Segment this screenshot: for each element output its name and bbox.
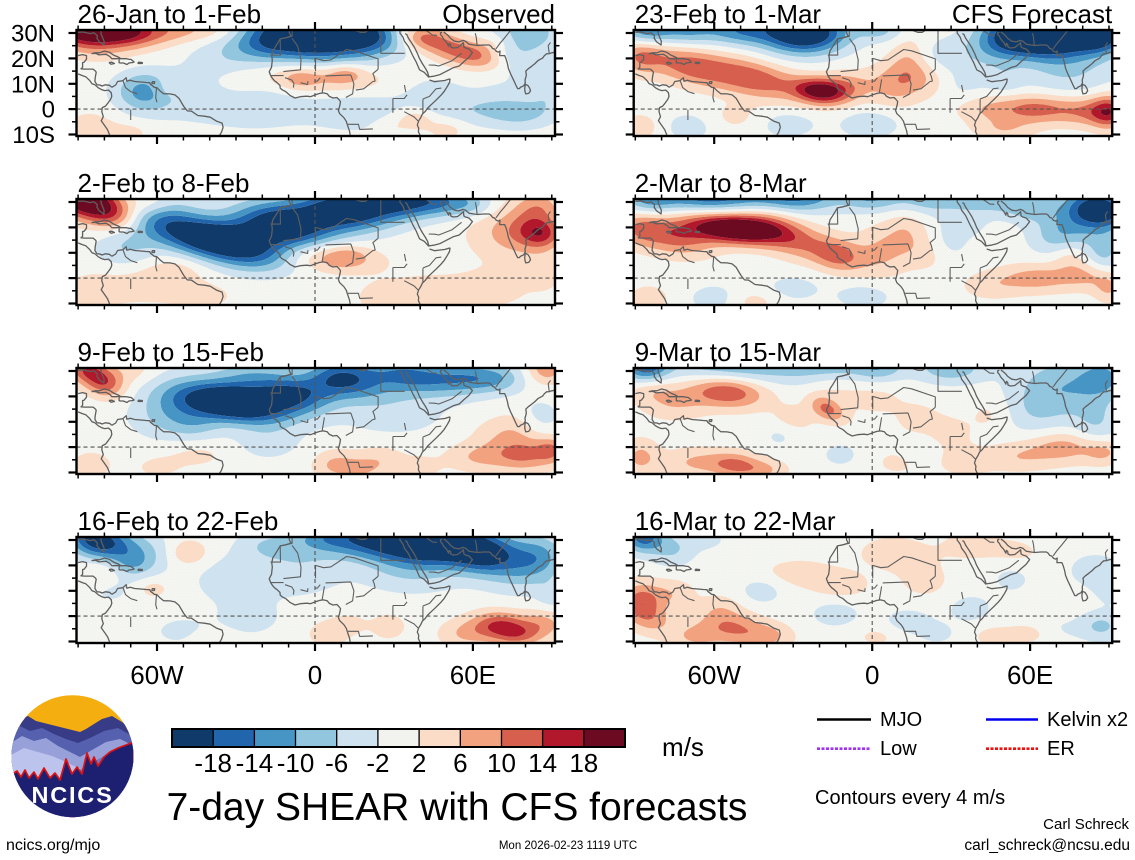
svg-text:-6: -6 (325, 748, 348, 778)
svg-text:60E: 60E (1007, 660, 1053, 690)
svg-text:Mon 2026-02-23 1119 UTC: Mon 2026-02-23 1119 UTC (499, 840, 637, 852)
svg-text:Low: Low (880, 738, 917, 760)
svg-text:-10: -10 (277, 748, 315, 778)
svg-text:10N: 10N (11, 71, 55, 98)
svg-text:60W: 60W (687, 660, 741, 690)
svg-text:Carl Schreck: Carl Schreck (1043, 816, 1129, 833)
svg-text:Contours every 4 m/s: Contours every 4 m/s (815, 787, 1005, 809)
svg-text:2-Feb to 8-Feb: 2-Feb to 8-Feb (78, 168, 250, 198)
svg-text:NCICS: NCICS (31, 782, 113, 808)
svg-text:carl_schreck@ncsu.edu: carl_schreck@ncsu.edu (964, 837, 1130, 854)
svg-text:0: 0 (865, 660, 879, 690)
svg-text:CFS Forecast: CFS Forecast (952, 0, 1113, 29)
svg-text:0: 0 (308, 660, 322, 690)
svg-text:23-Feb to 1-Mar: 23-Feb to 1-Mar (635, 0, 822, 29)
svg-text:-14: -14 (236, 748, 274, 778)
svg-text:6: 6 (453, 748, 467, 778)
svg-text:-2: -2 (366, 748, 389, 778)
svg-text:-18: -18 (194, 748, 232, 778)
svg-text:60E: 60E (450, 660, 496, 690)
svg-text:2-Mar to 8-Mar: 2-Mar to 8-Mar (635, 168, 807, 198)
svg-text:ER: ER (1047, 738, 1075, 760)
svg-text:16-Feb to 22-Feb: 16-Feb to 22-Feb (78, 506, 279, 536)
svg-text:9-Mar to 15-Mar: 9-Mar to 15-Mar (635, 337, 822, 367)
svg-text:20N: 20N (11, 46, 55, 73)
svg-text:2: 2 (412, 748, 426, 778)
svg-text:7-day SHEAR with CFS forecasts: 7-day SHEAR with CFS forecasts (167, 786, 748, 829)
svg-text:18: 18 (569, 748, 598, 778)
svg-text:m/s: m/s (662, 732, 704, 762)
svg-text:60W: 60W (130, 660, 184, 690)
svg-text:10S: 10S (12, 122, 55, 149)
svg-text:MJO: MJO (880, 709, 922, 731)
svg-text:26-Jan to 1-Feb: 26-Jan to 1-Feb (78, 0, 262, 29)
svg-text:Kelvin x2: Kelvin x2 (1047, 709, 1128, 731)
svg-text:ncics.org/mjo: ncics.org/mjo (6, 837, 100, 854)
svg-text:30N: 30N (11, 21, 55, 48)
svg-text:14: 14 (528, 748, 557, 778)
svg-text:16-Mar to 22-Mar: 16-Mar to 22-Mar (635, 506, 836, 536)
svg-text:9-Feb to 15-Feb: 9-Feb to 15-Feb (78, 337, 264, 367)
svg-text:0: 0 (42, 97, 55, 124)
svg-text:Observed: Observed (442, 0, 555, 29)
svg-text:10: 10 (487, 748, 516, 778)
